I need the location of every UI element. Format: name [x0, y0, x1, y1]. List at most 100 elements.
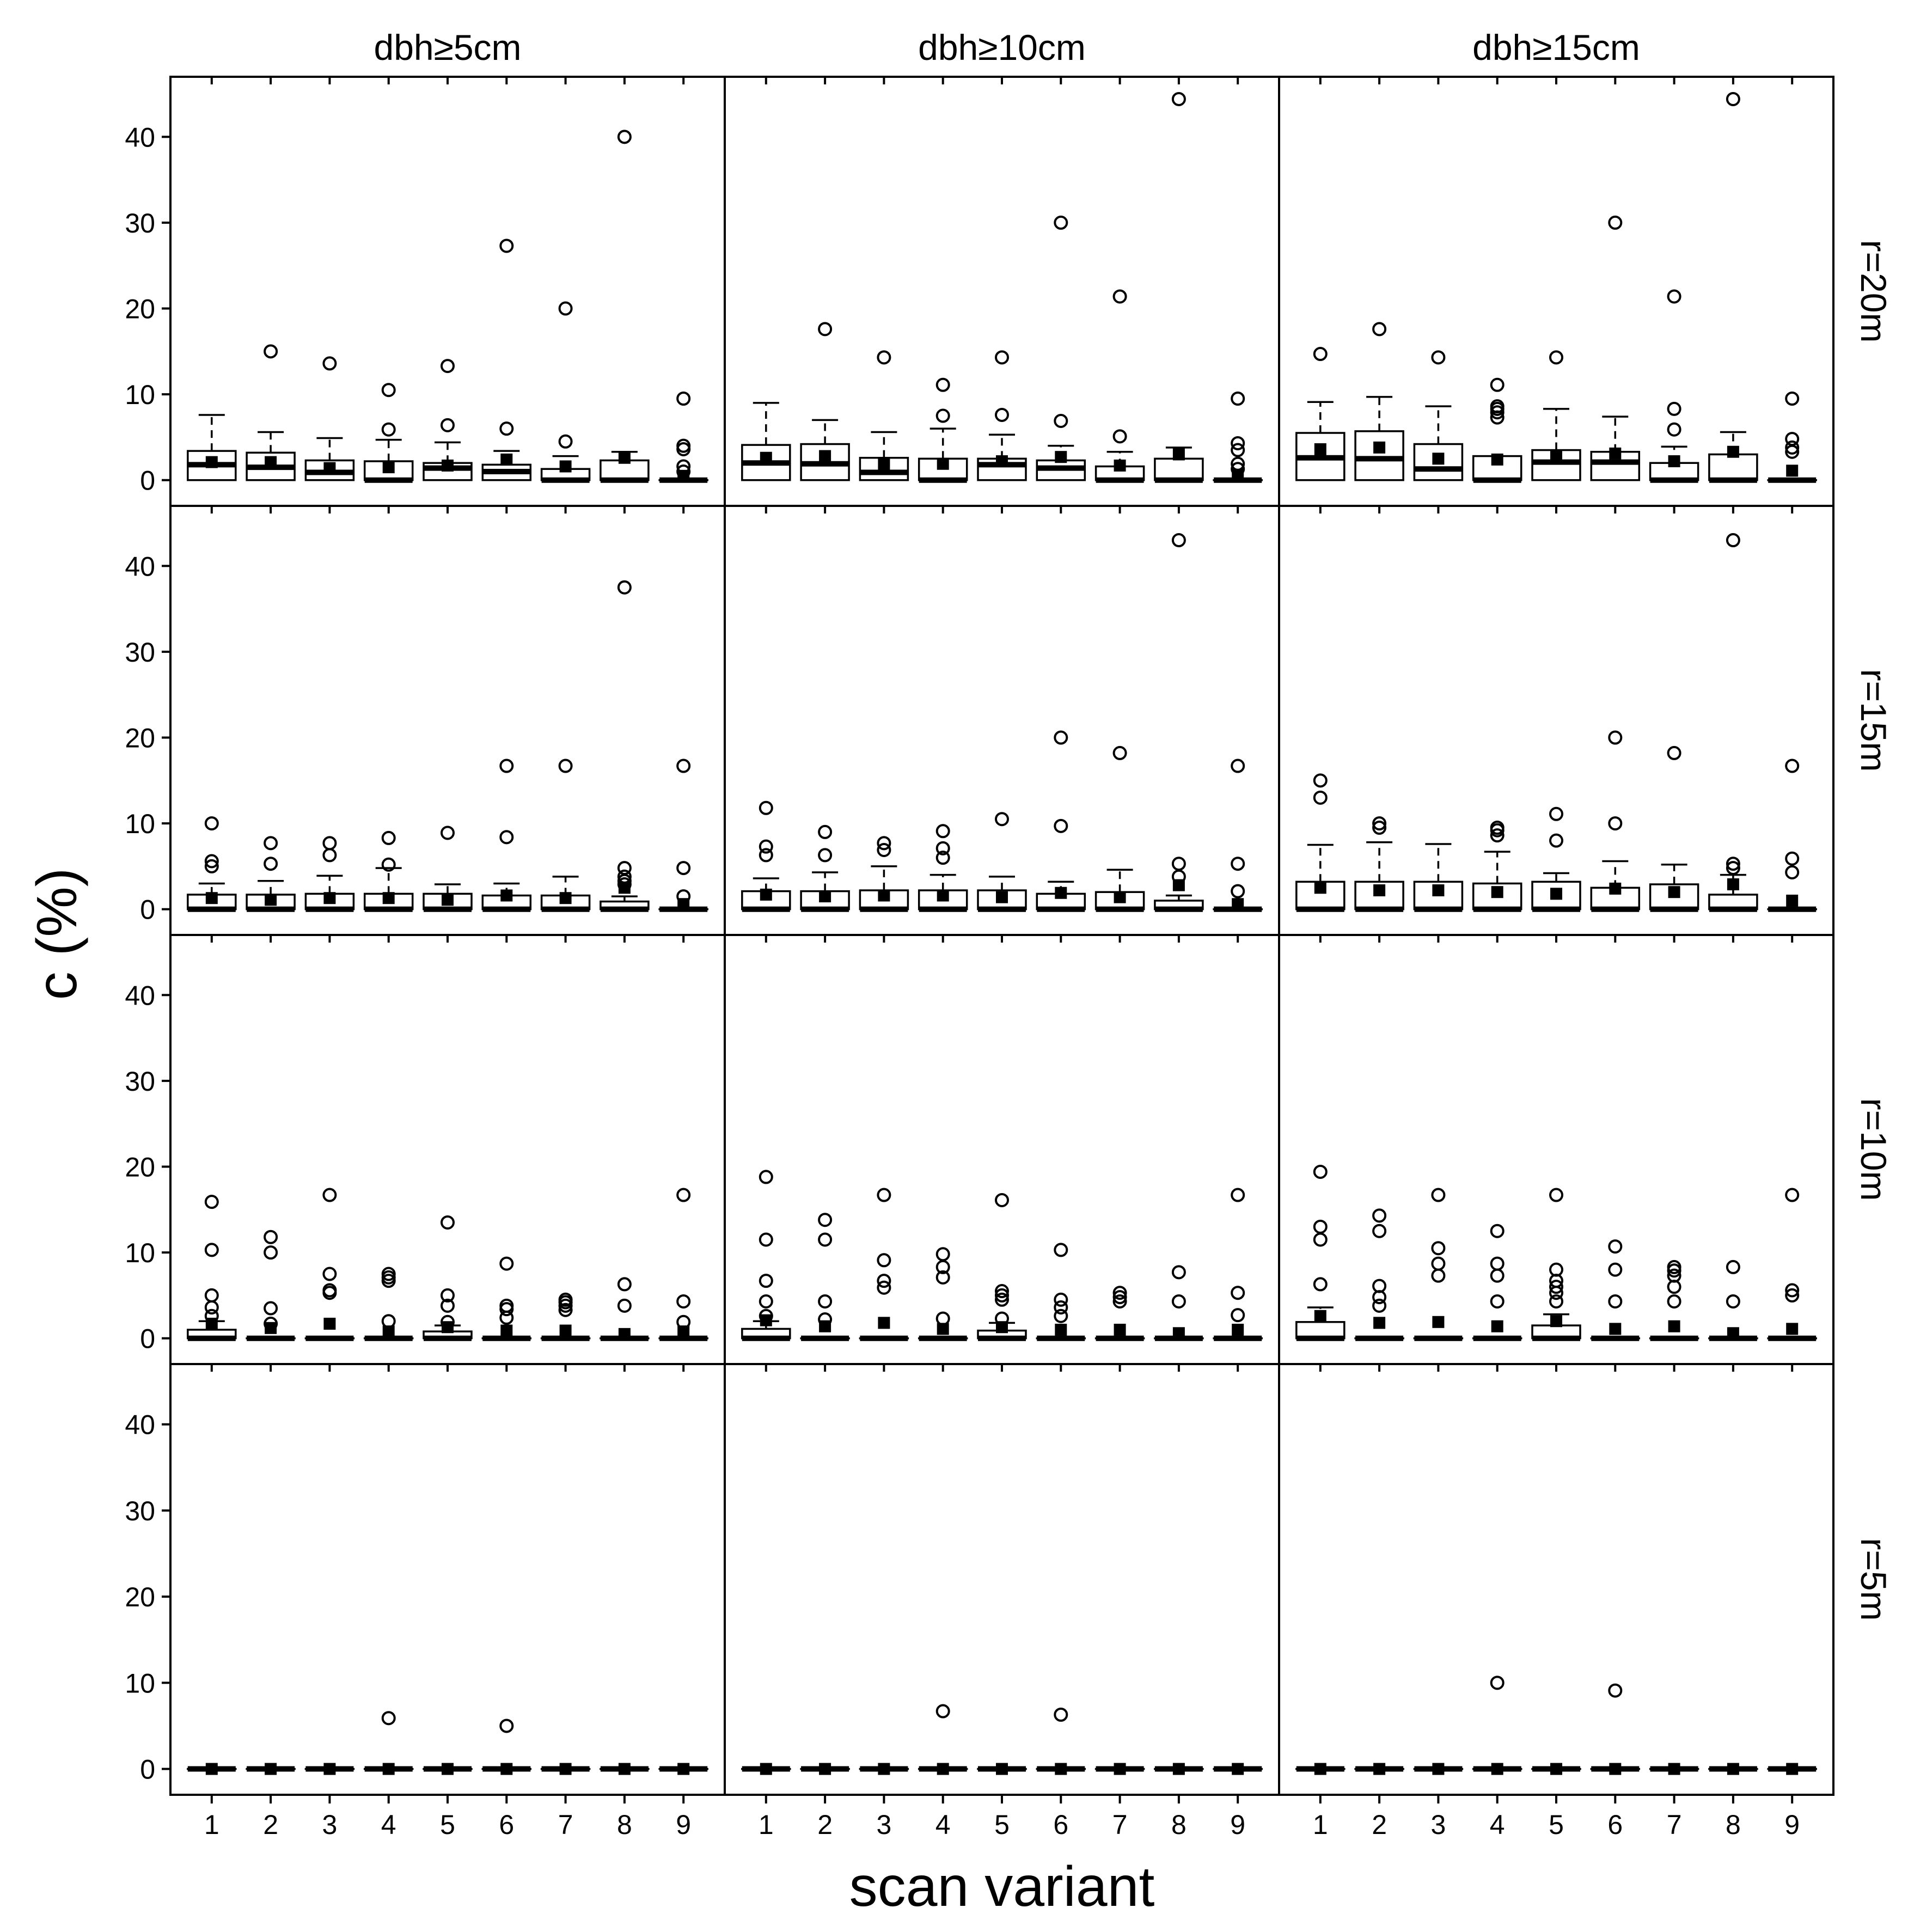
box-group [246, 1230, 296, 1341]
outlier-point [204, 854, 219, 869]
box-group [1213, 759, 1263, 912]
outlier-point [877, 350, 891, 365]
outlier-point [441, 418, 455, 432]
outlier-point [759, 1309, 773, 1323]
outlier-point [1667, 745, 1681, 760]
panel-frame [1278, 505, 1834, 936]
outlier-point [877, 842, 891, 857]
box-group [1094, 1286, 1145, 1341]
outlier-point [441, 1315, 455, 1329]
x-axis-label: scan variant [849, 1855, 1155, 1918]
mean-marker [760, 888, 772, 901]
x-tick-label: 8 [1726, 1809, 1741, 1840]
mean-marker [1314, 1763, 1326, 1775]
outlier-point [558, 434, 573, 449]
outlier-point [1726, 533, 1740, 548]
outlier-point [264, 836, 278, 851]
mean-marker [1491, 886, 1503, 898]
y-tick-label: 30 [125, 637, 155, 668]
panel [724, 505, 1280, 936]
box-group [187, 816, 237, 912]
mean-marker [1055, 1763, 1067, 1775]
outlier-point [935, 1247, 950, 1262]
outlier-point [1231, 857, 1245, 871]
outlier-point [1231, 456, 1245, 471]
outlier-point [1549, 833, 1563, 848]
outlier-point [1054, 1707, 1068, 1722]
mean-marker [1668, 886, 1680, 898]
mean-marker [1491, 1320, 1503, 1332]
mean-marker [1314, 1310, 1326, 1322]
mean-marker [1786, 464, 1799, 477]
mean-marker [1668, 455, 1680, 468]
outlier-point [676, 1315, 691, 1329]
outlier-point [1372, 1298, 1387, 1313]
outlier-point [264, 1316, 278, 1331]
x-tick-label: 6 [499, 1809, 514, 1840]
outlier-point [935, 1270, 950, 1285]
panel [1278, 1363, 1834, 1796]
box-group [918, 1704, 968, 1775]
x-tick-label: 2 [263, 1809, 278, 1840]
mean-marker [1373, 1317, 1386, 1329]
outlier-point [441, 1215, 455, 1230]
outlier-point [264, 1230, 278, 1244]
panel-frame [1278, 1363, 1834, 1796]
mean-marker [1232, 898, 1244, 910]
box-group [363, 1267, 414, 1341]
mean-marker [1373, 884, 1386, 897]
outlier-point [877, 1280, 891, 1295]
box-group [246, 836, 296, 912]
box-group [600, 1277, 650, 1341]
mean-marker [760, 1314, 772, 1326]
x-tick-label: 5 [994, 1809, 1010, 1840]
mean-marker [442, 459, 454, 472]
outlier-point [1054, 1300, 1068, 1315]
mean-marker [205, 1763, 218, 1775]
mean-marker [819, 1763, 831, 1775]
outlier-point [877, 1188, 891, 1202]
mean-marker [500, 889, 513, 902]
row-strip-label: r=15m [1854, 669, 1894, 772]
mean-marker [1786, 1763, 1799, 1775]
box-group [1036, 730, 1086, 912]
mean-marker [442, 894, 454, 906]
box-group [423, 1215, 473, 1341]
x-tick-label: 1 [204, 1809, 219, 1840]
box-group [741, 1763, 791, 1775]
box-group [800, 1213, 850, 1341]
y-tick-label: 40 [125, 122, 155, 152]
mean-marker [677, 1325, 690, 1338]
outlier-point [1231, 1188, 1245, 1202]
mean-marker [618, 1328, 631, 1340]
x-tick-label: 2 [817, 1809, 833, 1840]
outlier-point [1785, 1283, 1800, 1298]
outlier-point [995, 1292, 1009, 1307]
outlier-point [676, 459, 691, 474]
mean-marker [1550, 888, 1562, 900]
box-group [741, 402, 791, 481]
box-group [1295, 347, 1346, 481]
outlier-point [1313, 790, 1328, 805]
box-group [540, 1763, 591, 1775]
outlier-point [1667, 1260, 1681, 1274]
box-group [1213, 1763, 1263, 1775]
box-group [540, 1292, 591, 1341]
x-tick-label: 6 [1607, 1809, 1623, 1840]
outlier-point [995, 407, 1009, 422]
box-group [859, 836, 909, 912]
outlier-point [617, 861, 632, 876]
box-group [1472, 821, 1522, 912]
box-group [1354, 1763, 1404, 1775]
box-group [658, 1763, 708, 1775]
panel [724, 934, 1280, 1365]
mean-marker [323, 1763, 336, 1775]
outlier-point [1372, 1208, 1387, 1223]
outlier-point [617, 869, 632, 884]
mean-marker [1727, 445, 1739, 458]
mean-marker [1609, 882, 1622, 895]
mean-marker [1786, 894, 1799, 907]
column-strip-label: dbh≥10cm [918, 27, 1086, 68]
outlier-point [1608, 1294, 1623, 1309]
outlier-point [877, 1274, 891, 1288]
